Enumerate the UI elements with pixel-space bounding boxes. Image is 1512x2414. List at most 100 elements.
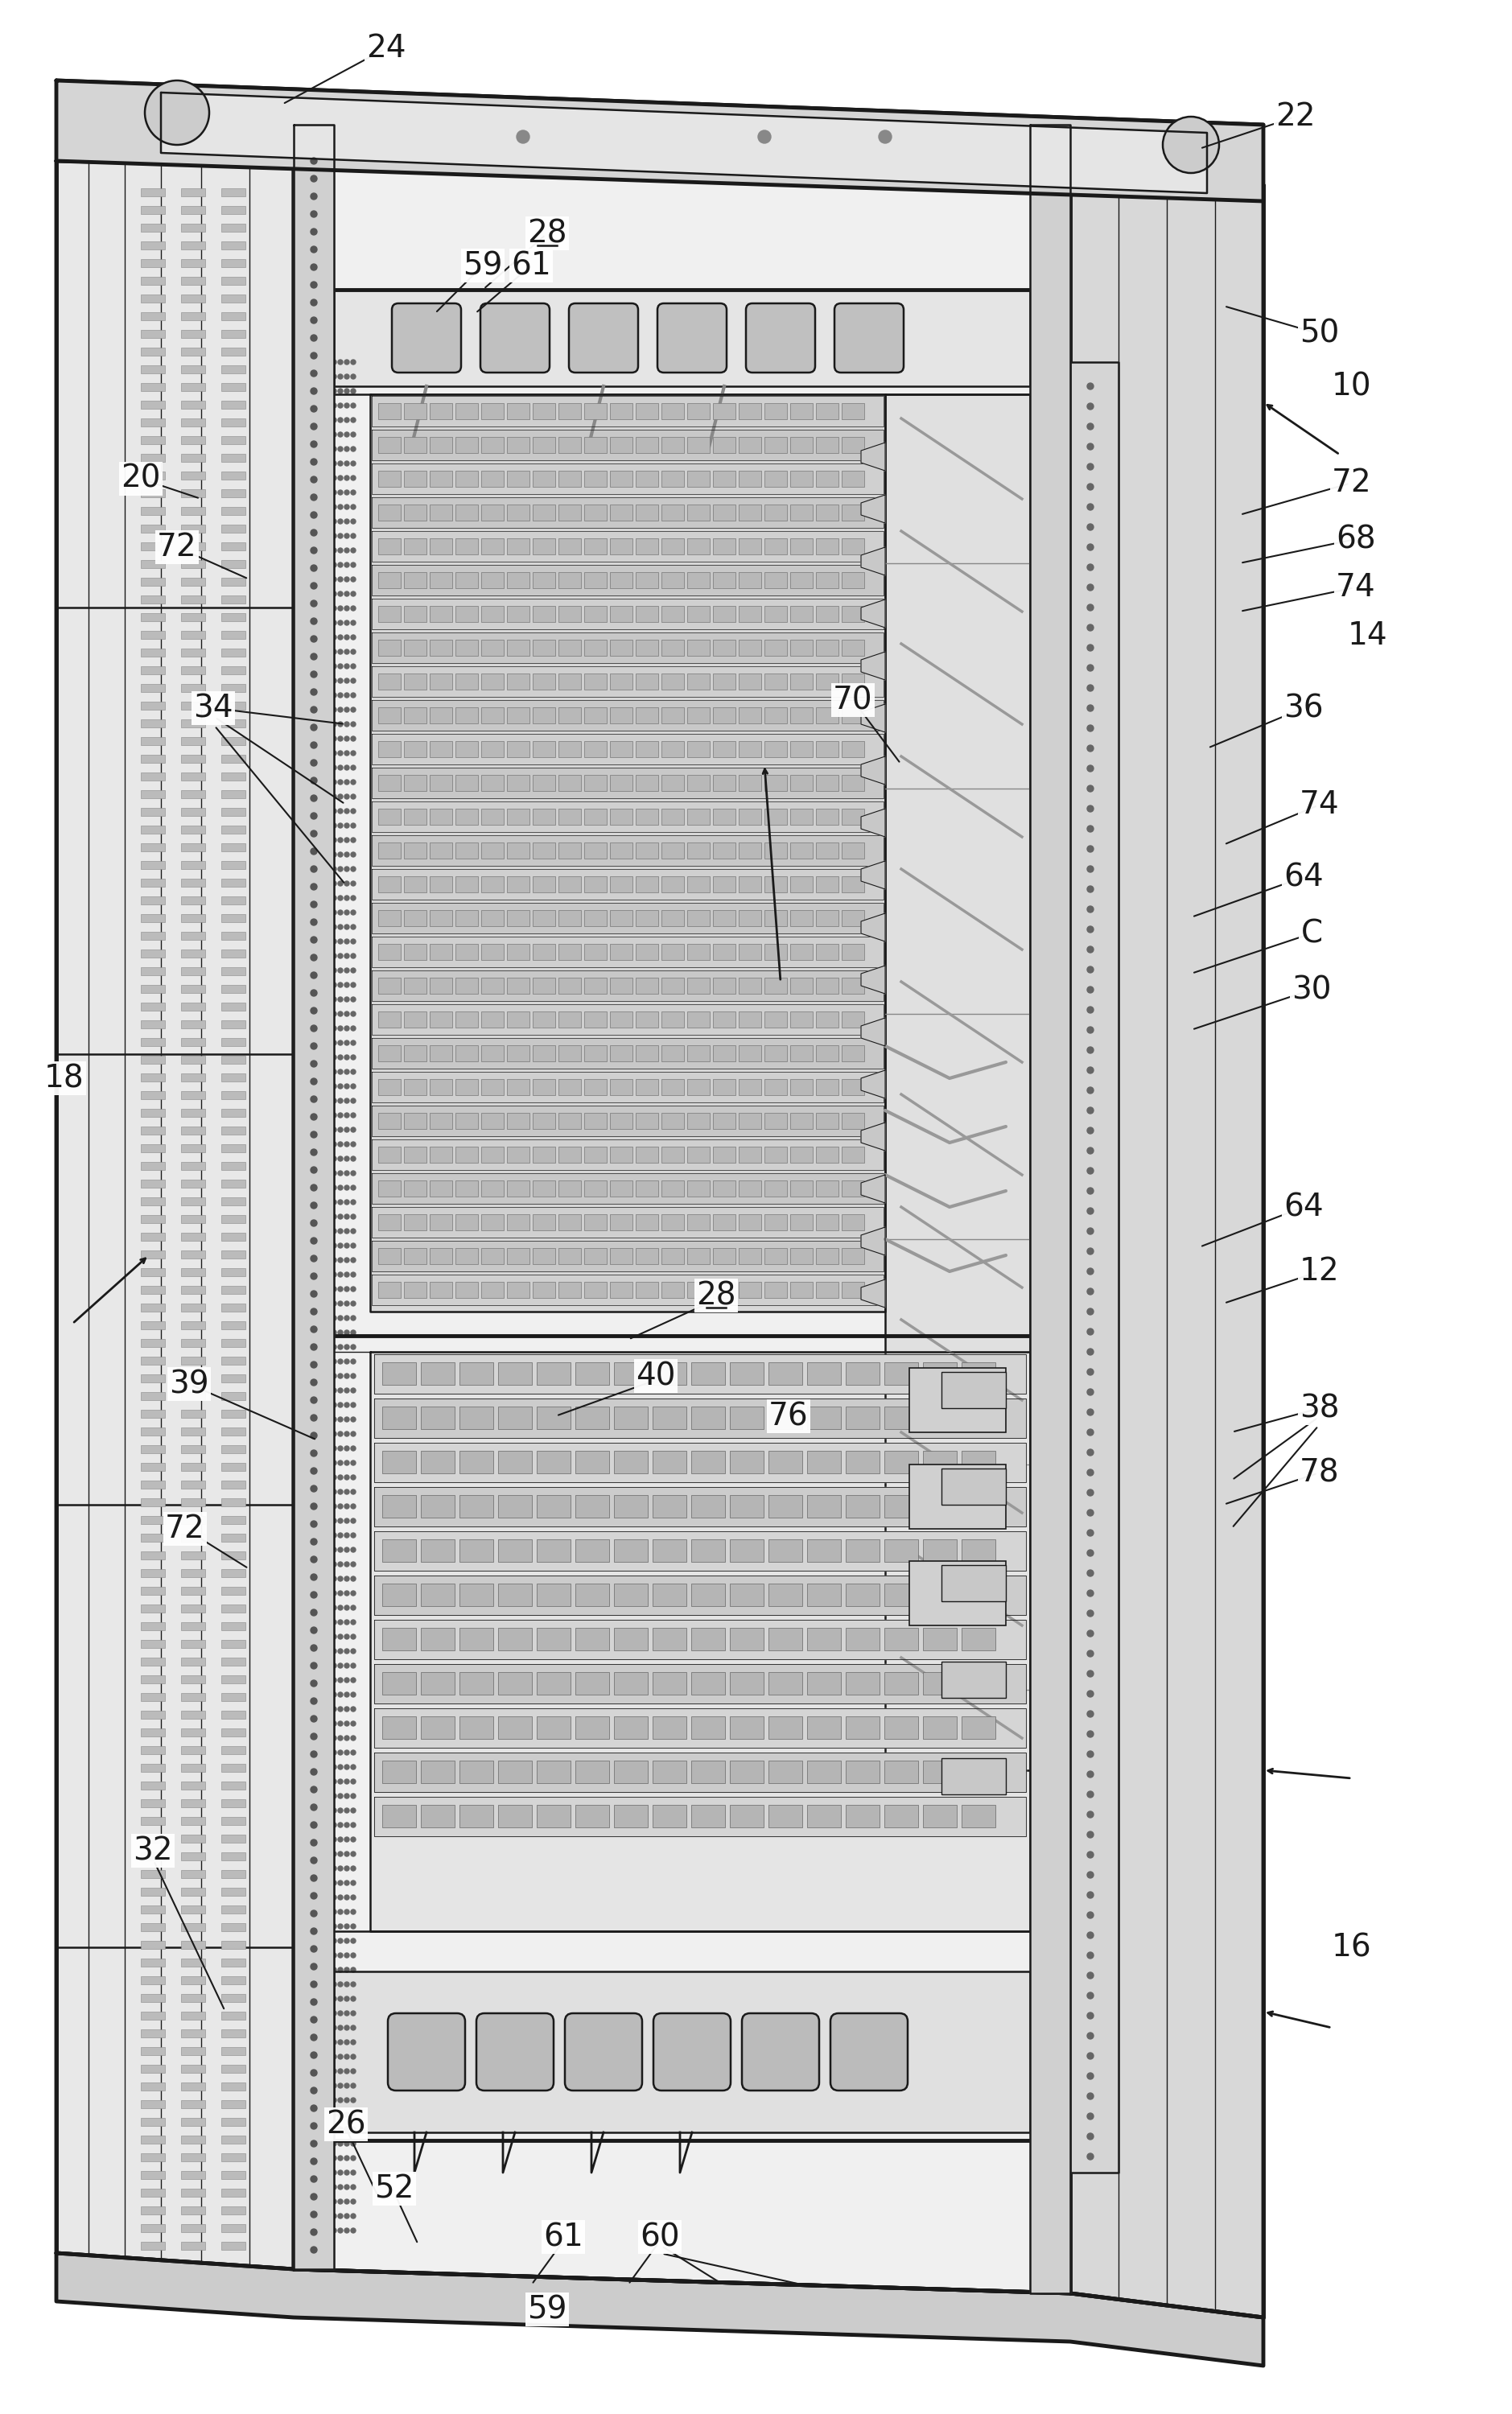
- Bar: [661, 1248, 683, 1265]
- Polygon shape: [373, 1753, 1027, 1791]
- Bar: [791, 1079, 813, 1096]
- Bar: [730, 1806, 764, 1827]
- Bar: [221, 2189, 245, 2197]
- Circle shape: [339, 751, 343, 756]
- Bar: [661, 775, 683, 792]
- Circle shape: [1087, 1852, 1093, 1859]
- Circle shape: [345, 1765, 349, 1769]
- Circle shape: [345, 1721, 349, 1726]
- Bar: [686, 741, 709, 758]
- Bar: [481, 1147, 503, 1164]
- Bar: [922, 1407, 957, 1429]
- Bar: [383, 1760, 416, 1784]
- Bar: [455, 707, 478, 724]
- Circle shape: [351, 1316, 355, 1320]
- Bar: [181, 225, 206, 232]
- Bar: [221, 311, 245, 321]
- Circle shape: [351, 606, 355, 611]
- Bar: [141, 1320, 165, 1330]
- Bar: [768, 1361, 803, 1386]
- Bar: [141, 2189, 165, 2197]
- Bar: [141, 1728, 165, 1736]
- Circle shape: [331, 2214, 336, 2218]
- Circle shape: [339, 1881, 343, 1885]
- Bar: [429, 1113, 452, 1130]
- Circle shape: [331, 1171, 336, 1176]
- Bar: [885, 1361, 918, 1386]
- Circle shape: [331, 1938, 336, 1943]
- Circle shape: [1087, 2013, 1093, 2018]
- Bar: [181, 331, 206, 338]
- Bar: [609, 1011, 632, 1028]
- Circle shape: [339, 2141, 343, 2146]
- Bar: [221, 2117, 245, 2127]
- Bar: [765, 640, 786, 657]
- Circle shape: [758, 130, 771, 142]
- Bar: [558, 1282, 581, 1299]
- Circle shape: [339, 1866, 343, 1871]
- Bar: [141, 2153, 165, 2161]
- Bar: [181, 1835, 206, 1842]
- Bar: [141, 471, 165, 480]
- Circle shape: [331, 664, 336, 669]
- Circle shape: [339, 1272, 343, 1277]
- Bar: [404, 1079, 426, 1096]
- Bar: [141, 2064, 165, 2074]
- Bar: [653, 1627, 686, 1651]
- Bar: [537, 1716, 570, 1738]
- Bar: [661, 606, 683, 623]
- Bar: [661, 809, 683, 826]
- Circle shape: [339, 809, 343, 814]
- Bar: [842, 437, 865, 454]
- Circle shape: [331, 606, 336, 611]
- Bar: [141, 1569, 165, 1576]
- Bar: [141, 968, 165, 975]
- Bar: [558, 944, 581, 961]
- FancyBboxPatch shape: [476, 2013, 553, 2091]
- Bar: [842, 1011, 865, 1028]
- Bar: [429, 606, 452, 623]
- Circle shape: [339, 1909, 343, 1914]
- Circle shape: [1087, 1750, 1093, 1757]
- Circle shape: [339, 838, 343, 842]
- Bar: [739, 1147, 761, 1164]
- Circle shape: [351, 1301, 355, 1306]
- Circle shape: [310, 2158, 318, 2165]
- Circle shape: [345, 1736, 349, 1740]
- Bar: [404, 505, 426, 521]
- Circle shape: [351, 1967, 355, 1972]
- Bar: [507, 403, 529, 420]
- Bar: [816, 1180, 839, 1197]
- Circle shape: [345, 1808, 349, 1813]
- Circle shape: [339, 881, 343, 886]
- Bar: [455, 741, 478, 758]
- Polygon shape: [370, 1352, 1030, 1931]
- Circle shape: [339, 1200, 343, 1205]
- Bar: [686, 437, 709, 454]
- Circle shape: [339, 2228, 343, 2233]
- Bar: [181, 968, 206, 975]
- Circle shape: [345, 1185, 349, 1190]
- Bar: [181, 205, 206, 215]
- Bar: [765, 842, 786, 859]
- Bar: [141, 258, 165, 268]
- Circle shape: [351, 1533, 355, 1538]
- Text: 72: 72: [165, 1514, 206, 1545]
- Bar: [404, 775, 426, 792]
- Bar: [221, 1144, 245, 1151]
- Bar: [714, 1214, 735, 1231]
- Bar: [141, 756, 165, 763]
- Bar: [714, 707, 735, 724]
- Circle shape: [310, 1946, 318, 1953]
- Bar: [141, 1340, 165, 1347]
- Circle shape: [339, 823, 343, 828]
- Bar: [181, 842, 206, 852]
- Bar: [221, 702, 245, 710]
- Bar: [635, 1045, 658, 1062]
- Circle shape: [1087, 966, 1093, 973]
- Circle shape: [310, 1060, 318, 1067]
- Bar: [765, 1113, 786, 1130]
- Bar: [885, 1760, 918, 1784]
- Circle shape: [310, 1219, 318, 1226]
- Bar: [739, 741, 761, 758]
